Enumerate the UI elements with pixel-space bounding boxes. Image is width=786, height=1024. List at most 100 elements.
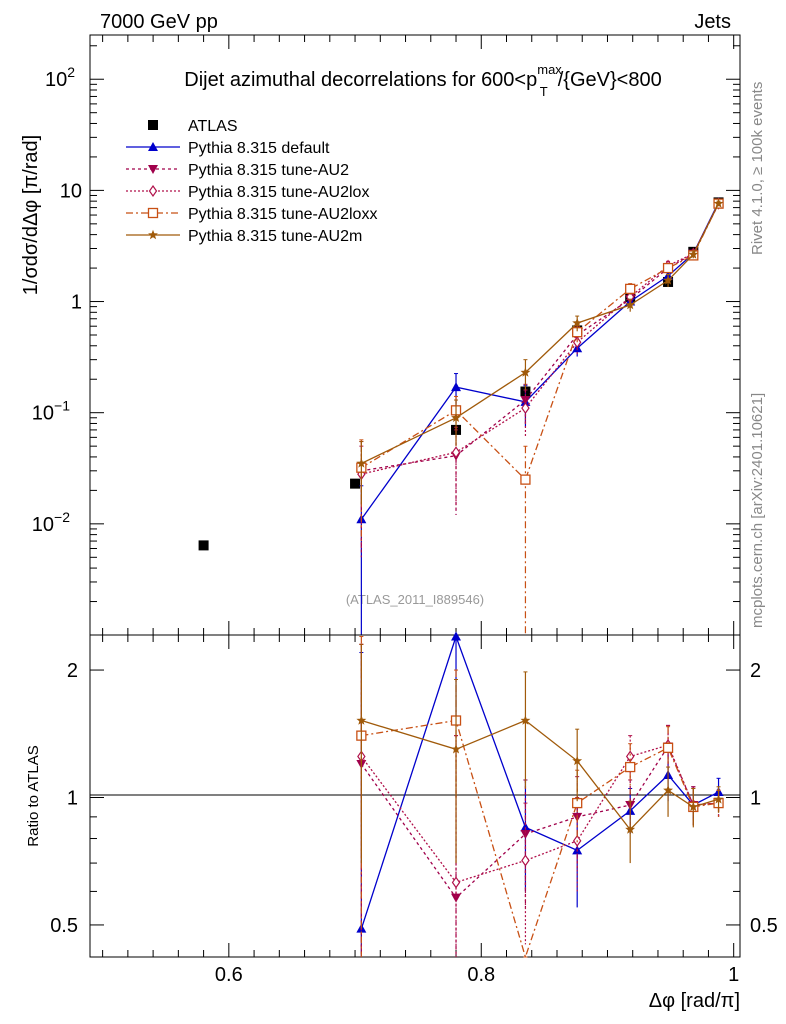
- ratio-point: [663, 785, 673, 795]
- data-point: [350, 478, 361, 489]
- header-right: Jets: [694, 11, 731, 33]
- data-point: [451, 412, 461, 422]
- ratio-line: [360, 745, 719, 899]
- ratio-point: [451, 876, 461, 889]
- ratio-point: [572, 755, 583, 766]
- legend-entry: Pythia 8.315 tune-AU2: [126, 162, 349, 179]
- ratio-panel: Ratio to ATLAS Δφ [rad/π] 0.5 0.51 12 20.6 0…: [25, 631, 778, 1012]
- x-axis-label: Δφ [rad/π]: [649, 990, 740, 1012]
- ratio-y-tick-label: 2: [67, 660, 78, 682]
- ratio-point: [662, 742, 674, 753]
- ratio-point: [625, 824, 636, 834]
- data-point: [451, 446, 461, 459]
- legend-marker: [148, 142, 158, 151]
- legend-label: Pythia 8.315 tune-AU2loxx: [188, 206, 377, 223]
- ratio-point: [520, 829, 531, 839]
- data-point: [713, 198, 724, 208]
- legend-label: ATLAS: [188, 118, 238, 135]
- legend-entry: ATLAS: [148, 118, 238, 135]
- data-point: [625, 283, 636, 295]
- legend-entry: Pythia 8.315 tune-AU2m: [126, 228, 362, 245]
- series-line: [361, 204, 720, 472]
- main-y-axis-label: 1/σdσ/dΔφ [π/rad]: [20, 135, 42, 295]
- ratio-y-axis-label: Ratio to ATLAS: [25, 745, 42, 846]
- legend-marker: [148, 184, 158, 198]
- legend-marker: [148, 165, 158, 174]
- main-y-tick-label: 10−1: [32, 398, 70, 425]
- ratio-line: [361, 719, 719, 960]
- main-panel: Dijet azimuthal decorrelations for 600<p…: [20, 34, 741, 636]
- series-line: [361, 203, 720, 464]
- series-pythia-8-315-tune-au2m: [356, 198, 724, 505]
- data-point: [356, 458, 367, 468]
- data-point: [625, 299, 636, 310]
- ratio-plot-frame: [89, 634, 741, 958]
- data-point: [520, 396, 531, 406]
- ratio-series-pythia-8-315-tune-au2lox: [357, 643, 723, 957]
- legend-marker: [148, 229, 158, 240]
- main-y-tick-label: 10−2: [32, 509, 70, 536]
- legend-entry: Pythia 8.315 tune-AU2loxx: [126, 206, 377, 223]
- ratio-line: [360, 634, 719, 929]
- plot-title: Dijet azimuthal decorrelations for 600<p…: [184, 62, 661, 99]
- header-left: 7000 GeV pp: [100, 11, 218, 33]
- ratio-point: [451, 744, 461, 754]
- data-point: [451, 382, 462, 392]
- series-line: [360, 202, 720, 520]
- rivet-label: Rivet 4.1.0, ≥ 100k events: [749, 82, 766, 255]
- mcplots-label: mcplots.cern.ch [arXiv:2401.10621]: [749, 393, 766, 628]
- legend-marker: [147, 207, 159, 219]
- main-y-tick-label: 1: [71, 292, 82, 314]
- series-pythia-8-315-tune-au2loxx: [356, 198, 724, 635]
- ratio-point: [625, 761, 636, 773]
- main-y-tick-label: 102: [45, 64, 75, 91]
- ratio-y-tick-label: 1: [67, 787, 78, 809]
- legend-entry: Pythia 8.315 tune-AU2lox: [126, 184, 369, 201]
- main-series: [198, 197, 724, 635]
- legend-entry: Pythia 8.315 default: [126, 140, 330, 157]
- legend-marker: [148, 120, 158, 130]
- ratio-series-pythia-8-315-tune-au2m: [356, 643, 724, 864]
- data-point: [198, 540, 209, 551]
- ratio-point: [521, 854, 530, 867]
- ratio-y-tick-label-right: 0.5: [750, 915, 778, 937]
- series-pythia-8-315-tune-au2lox: [357, 197, 723, 549]
- legend-label: Pythia 8.315 tune-AU2: [188, 162, 349, 179]
- x-tick-label: 1: [728, 964, 739, 986]
- legend-label: Pythia 8.315 tune-AU2m: [188, 228, 362, 245]
- ratio-point: [520, 715, 531, 725]
- watermark: (ATLAS_2011_I889546): [346, 592, 484, 607]
- x-tick-label: 0.8: [467, 964, 495, 986]
- ratio-y-tick-label-right: 2: [750, 660, 761, 682]
- ratio-ticks: 0.5 0.5 1 1 2 2 0.6 0.8 1: [50, 635, 778, 986]
- ratio-y-tick-label-right: 1: [750, 787, 761, 809]
- main-y-tick-label: 10: [60, 180, 82, 202]
- series-line: [361, 203, 720, 475]
- data-point: [520, 367, 531, 377]
- data-point: [663, 275, 673, 285]
- series-pythia-8-315-tune-au2: [356, 200, 724, 558]
- ratio-point: [688, 801, 699, 812]
- title-sub: T: [540, 84, 548, 99]
- x-tick-label: 0.6: [215, 964, 243, 986]
- ratio-point: [713, 794, 724, 804]
- legend-label: Pythia 8.315 tune-AU2lox: [188, 184, 369, 201]
- legend-label: Pythia 8.315 default: [188, 140, 330, 157]
- ratio-series: [356, 631, 724, 960]
- legend: ATLAS Pythia 8.315 default Pythia 8.315 tu…: [126, 118, 377, 245]
- data-point: [572, 317, 583, 328]
- series-atlas: [198, 197, 724, 551]
- ratio-point: [520, 822, 531, 832]
- main-y-ticks: 102 10 1 10−1 10−2: [32, 35, 740, 636]
- data-point: [688, 249, 699, 259]
- title-sup: max: [537, 62, 562, 77]
- data-point: [521, 402, 530, 415]
- ratio-y-tick-label: 0.5: [50, 915, 78, 937]
- ratio-point: [356, 715, 367, 725]
- data-point: [520, 474, 531, 485]
- ratio-line: [360, 744, 719, 884]
- data-point: [662, 262, 674, 274]
- ratio-line: [361, 719, 719, 831]
- ratio-point: [451, 893, 462, 903]
